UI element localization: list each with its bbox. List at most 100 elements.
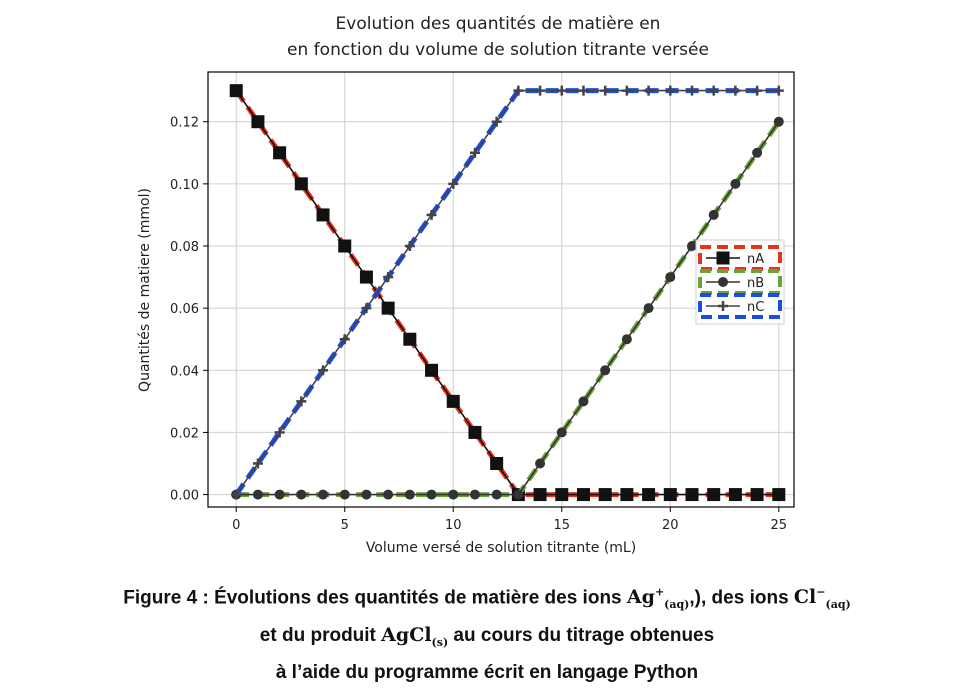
series-nA-point: [750, 488, 764, 502]
series-nC-point: [730, 85, 741, 96]
x-tick-label: 0: [232, 518, 240, 533]
x-tick-label: 15: [553, 518, 570, 533]
series-nA-point: [772, 488, 786, 502]
y-tick-label: 0.12: [170, 116, 199, 131]
caption-text-2a: et du produit: [259, 625, 382, 647]
series-nC-point: [686, 85, 697, 96]
series-nB-point: [491, 489, 502, 500]
series-nC-point: [426, 209, 437, 220]
series-nC-point: [361, 303, 372, 314]
series-nA-point: [533, 488, 547, 502]
legend-nC-dashed-frame: [698, 293, 782, 319]
silver-chloride-symbol: AgCl: [381, 624, 432, 647]
series-nC-point: [513, 85, 524, 96]
series-nA-point: [381, 301, 395, 315]
series-nB-point: [600, 365, 611, 376]
series-nB-point: [730, 178, 741, 189]
series-nA-point: [598, 488, 612, 502]
series-nA-point: [685, 488, 699, 502]
chloride-charge: −: [816, 586, 826, 599]
titration-chart: Evolution des quantités de matière en en…: [137, 14, 795, 556]
series-nB-point: [752, 147, 763, 158]
series-nC-point: [318, 365, 329, 376]
series-nC-point: [231, 489, 242, 500]
series-nA-point: [555, 488, 569, 502]
series-nA-point: [663, 488, 677, 502]
series-nB-point: [383, 489, 394, 500]
series-nC-point: [621, 85, 632, 96]
series-nA-point: [359, 270, 373, 284]
series-nA-point: [273, 146, 287, 160]
series-nB-point: [773, 116, 784, 127]
y-tick-label: 0.02: [170, 426, 199, 441]
series-nC-point: [339, 334, 350, 345]
series-nA-point: [468, 425, 482, 439]
y-tick-label: 0.10: [170, 178, 199, 193]
series-nB-point: [535, 458, 546, 469]
series-nA-point: [338, 239, 352, 253]
series-nA-point: [446, 394, 460, 408]
series-nB-point: [686, 241, 697, 251]
silver-ion-formula: Ag+(aq): [626, 586, 690, 612]
series-nC-point: [491, 116, 502, 127]
legend-nB-label: nB: [747, 276, 764, 291]
series-nC-point: [296, 396, 307, 407]
series-nA-point: [620, 488, 634, 502]
figure-caption: Figure 4 : Évolutions des quantités de m…: [0, 578, 974, 688]
series-nC-point: [708, 85, 719, 96]
legend-item-nC: nC: [698, 293, 782, 319]
caption-text-1a: Figure 4 : Évolutions des quantités de m…: [123, 587, 627, 609]
series-nB-point: [469, 489, 480, 500]
caption-line-3: à l’aide du programme écrit en langage P…: [275, 661, 699, 683]
plot-frame: [207, 71, 795, 508]
series-nA-point: [251, 115, 265, 129]
series-nC-point: [252, 458, 263, 469]
chart-title-line-2: en fonction du volume de solution titran…: [287, 40, 709, 60]
series-nA-point: [294, 177, 308, 191]
series-nB-point: [665, 272, 676, 283]
x-axis-label: Volume versé de solution titrante (mL): [366, 540, 636, 556]
series-nA-point: [229, 84, 243, 98]
series-nA-point: [316, 208, 330, 222]
series-nC-point: [643, 85, 654, 96]
chloride-symbol: Cl: [793, 586, 817, 609]
series-nA-point: [576, 488, 590, 502]
series-nB-point: [339, 489, 350, 500]
x-tick-label: 5: [341, 518, 349, 533]
legend-nA-marker: [716, 251, 730, 265]
y-axis-label: Quantités de matiere (mmol): [137, 188, 153, 392]
series-nC: [231, 85, 784, 500]
series-nA-point: [403, 332, 417, 346]
series-nC-point: [556, 85, 567, 96]
x-tick-label: 10: [445, 518, 462, 533]
legend-nC-label: nC: [747, 300, 764, 315]
series-nA-point: [642, 488, 656, 502]
x-tick-label: 25: [771, 518, 788, 533]
silver-symbol: Ag: [626, 586, 655, 609]
series-nA-point: [425, 363, 439, 377]
series-nA-point: [707, 488, 721, 502]
series-nB-point: [643, 303, 654, 314]
series-nB-point: [361, 489, 372, 500]
series-nB-point: [318, 489, 329, 500]
y-tick-label: 0.08: [170, 240, 199, 255]
chloride-ion-formula: Cl−(aq): [793, 586, 851, 612]
silver-state: (aq): [664, 598, 690, 612]
series-nB-point: [578, 396, 589, 407]
series-nC-point: [469, 147, 480, 158]
chloride-state: (aq): [825, 598, 851, 612]
series-nA-point: [728, 488, 742, 502]
series-nC-point: [383, 272, 394, 283]
series-nB-point: [274, 489, 285, 500]
series-nB-point: [448, 489, 459, 500]
plot-series: [229, 84, 786, 502]
legend: nA nB nC: [695, 239, 785, 325]
series-nB-point: [296, 489, 307, 500]
series-nB-point: [252, 489, 263, 500]
series-nC-point: [665, 85, 676, 96]
chart-title-line-1: Evolution des quantités de matière en: [336, 14, 661, 34]
x-tick-label: 20: [662, 518, 679, 533]
series-nB-point: [513, 489, 524, 500]
y-tick-label: 0.00: [170, 489, 199, 504]
series-nB-point: [621, 334, 632, 345]
